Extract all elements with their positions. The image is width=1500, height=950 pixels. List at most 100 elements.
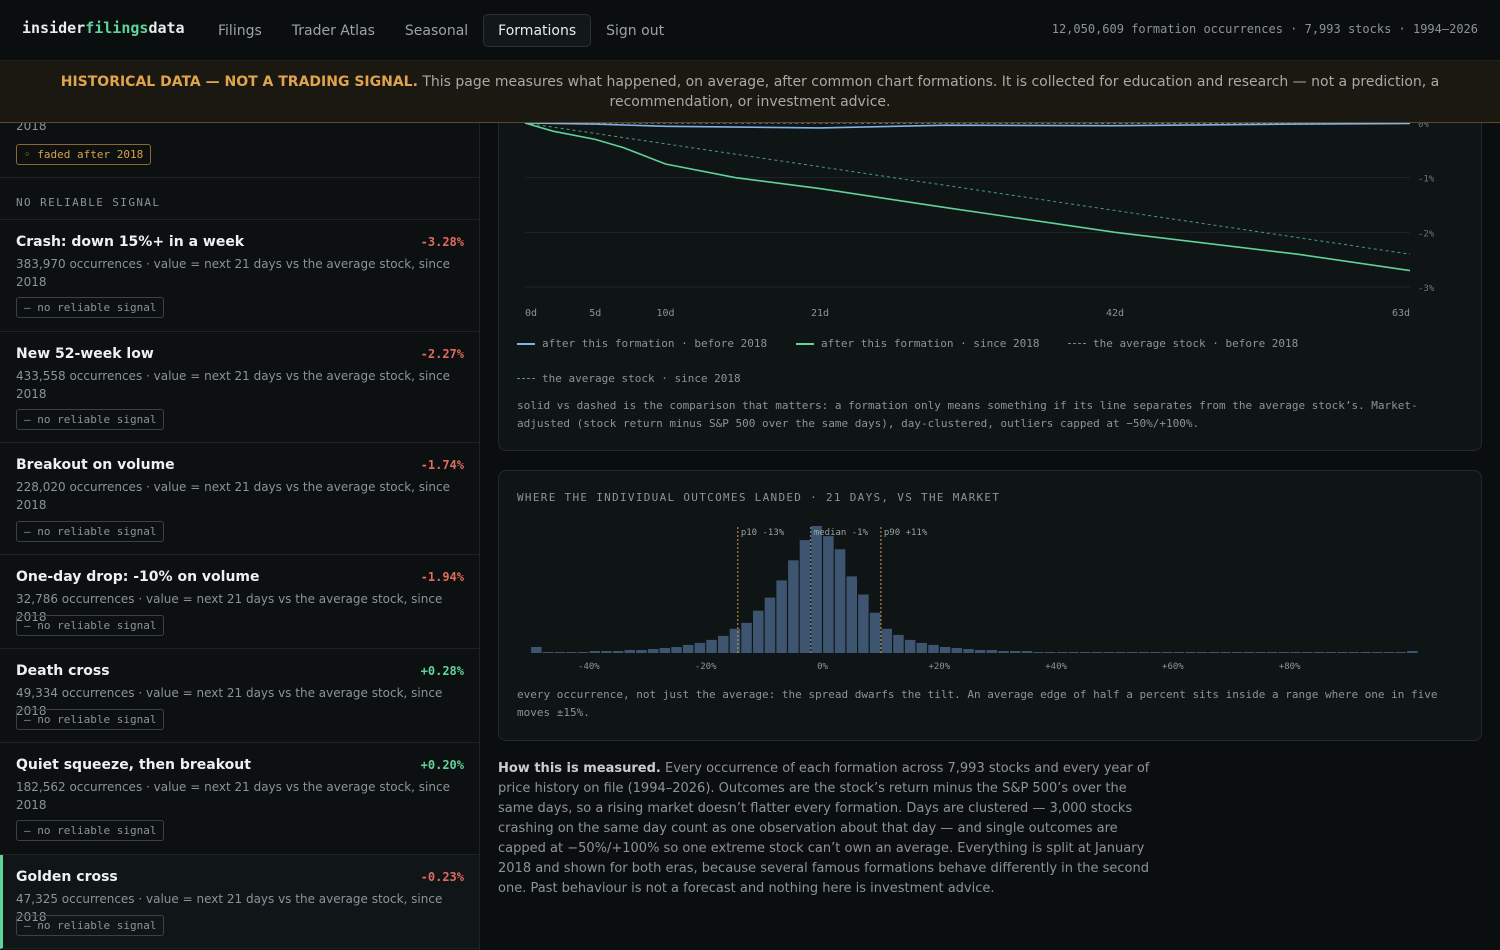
- legend-swatch-since: [796, 342, 814, 345]
- methodology-body: Every occurrence of each formation acros…: [498, 761, 1150, 896]
- histogram-bar: [1056, 652, 1068, 653]
- signal-badge: — no reliable signal: [16, 820, 165, 841]
- x-tick-label: 5d: [589, 308, 601, 319]
- signal-badge: — no reliable signal: [16, 297, 165, 318]
- formation-title: Breakout on volume: [16, 457, 175, 473]
- histogram-bar: [612, 651, 624, 653]
- histogram-bar: [1115, 652, 1126, 653]
- signal-badge: — no reliable signal: [16, 615, 165, 636]
- signal-badge: — no reliable signal: [16, 709, 165, 730]
- legend-label: the average stock · since 2018: [542, 372, 741, 385]
- histogram-bar: [671, 647, 682, 653]
- formation-value: -1.94%: [420, 570, 464, 584]
- histogram-bar: [811, 526, 822, 653]
- histogram-bar: [1278, 652, 1290, 653]
- distribution-chart: p10 -13% median -1% p90 +11% -40% -20% 0% +20%…: [531, 526, 1418, 672]
- signal-badge: — no reliable signal: [16, 409, 165, 430]
- x-tick-label: +40%: [1045, 662, 1067, 672]
- y-tick-label: -1%: [1418, 175, 1435, 185]
- histogram-bar: [531, 647, 542, 653]
- histogram-bar: [1360, 652, 1371, 653]
- histogram-bar: [1161, 652, 1173, 653]
- histogram-bar: [1045, 652, 1056, 653]
- formation-list: 2018 ◦ faded after 2018 NO RELIABLE SIGN…: [0, 123, 480, 950]
- histogram-bar: [589, 651, 600, 653]
- nav-sign-out[interactable]: Sign out: [606, 23, 665, 39]
- histogram-bar: [986, 650, 998, 653]
- histogram-bar: [694, 642, 706, 653]
- histogram-bar: [1395, 652, 1406, 653]
- histogram-bar: [869, 612, 881, 653]
- legend-average-since: the average stock · since 2018: [517, 372, 741, 385]
- percentile-label: p10 -13%: [741, 528, 785, 538]
- brand-accent: filings: [85, 19, 149, 37]
- nav-formations[interactable]: Formations: [483, 14, 592, 47]
- x-tick-label: +60%: [1162, 662, 1184, 672]
- nav-trader-atlas[interactable]: Trader Atlas: [291, 23, 375, 39]
- signal-badge: — no reliable signal: [16, 521, 165, 542]
- histogram-bar: [624, 650, 635, 653]
- histogram-bar: [566, 652, 577, 653]
- histogram-bar: [963, 649, 974, 653]
- histogram-bar: [799, 540, 811, 653]
- nav-filings[interactable]: Filings: [218, 23, 262, 39]
- section-label: NO RELIABLE SIGNAL: [16, 196, 161, 209]
- histogram-bar: [753, 610, 764, 653]
- x-tick-label: -20%: [695, 662, 717, 672]
- formation-item-golden-cross[interactable]: Golden cross -0.23% 47,325 occurrences ·…: [0, 855, 479, 949]
- histogram-bar: [741, 622, 752, 653]
- formation-value: -2.27%: [420, 347, 464, 361]
- formation-value: +0.20%: [420, 758, 464, 772]
- histogram-bar: [881, 628, 892, 653]
- histogram-bar: [1068, 652, 1079, 653]
- disclaimer-banner: HISTORICAL DATA — NOT A TRADING SIGNAL. …: [0, 61, 1500, 123]
- formation-item-one-day-drop[interactable]: One-day drop: -10% on volume -1.94% 32,7…: [0, 555, 479, 649]
- formation-desc: 182,562 occurrences · value = next 21 da…: [16, 780, 450, 812]
- legend-before-formation: after this formation · before 2018: [517, 337, 767, 350]
- series-line-1: [524, 122, 1411, 272]
- x-tick-label: 63d: [1392, 308, 1410, 319]
- formation-title: Death cross: [16, 663, 110, 679]
- formation-item-breakout-volume[interactable]: Breakout on volume -1.74% 228,020 occurr…: [0, 443, 479, 555]
- histogram-bar: [823, 536, 834, 653]
- histogram-bar: [636, 650, 647, 653]
- formation-desc: 228,020 occurrences · value = next 21 da…: [16, 480, 450, 512]
- brand-suffix: data: [148, 19, 185, 37]
- formation-item-quiet-squeeze[interactable]: Quiet squeeze, then breakout +0.20% 182,…: [0, 743, 479, 855]
- histogram-bar: [1103, 652, 1114, 653]
- formation-item-52-week-low[interactable]: New 52-week low -2.27% 433,558 occurrenc…: [0, 332, 479, 443]
- histogram-bar: [601, 651, 612, 653]
- histogram-bar: [1138, 652, 1149, 653]
- histogram-bar: [1173, 652, 1184, 653]
- section-divider: [0, 219, 479, 220]
- brand-logo[interactable]: insiderfilingsdata: [22, 19, 185, 37]
- legend-swatch-before: [517, 342, 535, 345]
- x-tick-label: 21d: [811, 308, 829, 319]
- formation-item-death-cross[interactable]: Death cross +0.28% 49,334 occurrences · …: [0, 649, 479, 743]
- distribution-note: every occurrence, not just the average: …: [517, 688, 1438, 719]
- formation-desc: 49,334 occurrences · value = next 21 day…: [16, 686, 443, 718]
- histogram-bar: [659, 648, 671, 653]
- histogram-bar: [916, 642, 927, 653]
- histogram-bar: [1255, 652, 1266, 653]
- formation-value: -3.28%: [420, 235, 464, 249]
- list-item-partial[interactable]: 2018 ◦ faded after 2018: [0, 123, 479, 178]
- formation-value: -0.23%: [420, 870, 464, 884]
- histogram-bar: [1196, 652, 1208, 653]
- top-bar: insiderfilingsdata Filings Trader Atlas …: [0, 0, 1500, 61]
- histogram-bar: [928, 644, 939, 653]
- percentile-label: median -1%: [814, 528, 869, 538]
- formation-title: Golden cross: [16, 869, 118, 885]
- histogram-bar: [1091, 652, 1103, 653]
- faded-badge: ◦ faded after 2018: [16, 144, 152, 165]
- histogram-bar: [554, 652, 565, 653]
- histogram-bar: [542, 652, 554, 653]
- nav-seasonal[interactable]: Seasonal: [404, 23, 469, 39]
- histogram-bar: [1231, 652, 1243, 653]
- banner-heading: HISTORICAL DATA — NOT A TRADING SIGNAL.: [60, 74, 418, 90]
- formation-item-crash[interactable]: Crash: down 15%+ in a week -3.28% 383,97…: [0, 220, 479, 332]
- histogram-bar: [1126, 652, 1138, 653]
- legend-swatch-avg-before: [1068, 343, 1086, 344]
- histogram-bar: [951, 648, 963, 653]
- histogram-bar: [1266, 652, 1278, 653]
